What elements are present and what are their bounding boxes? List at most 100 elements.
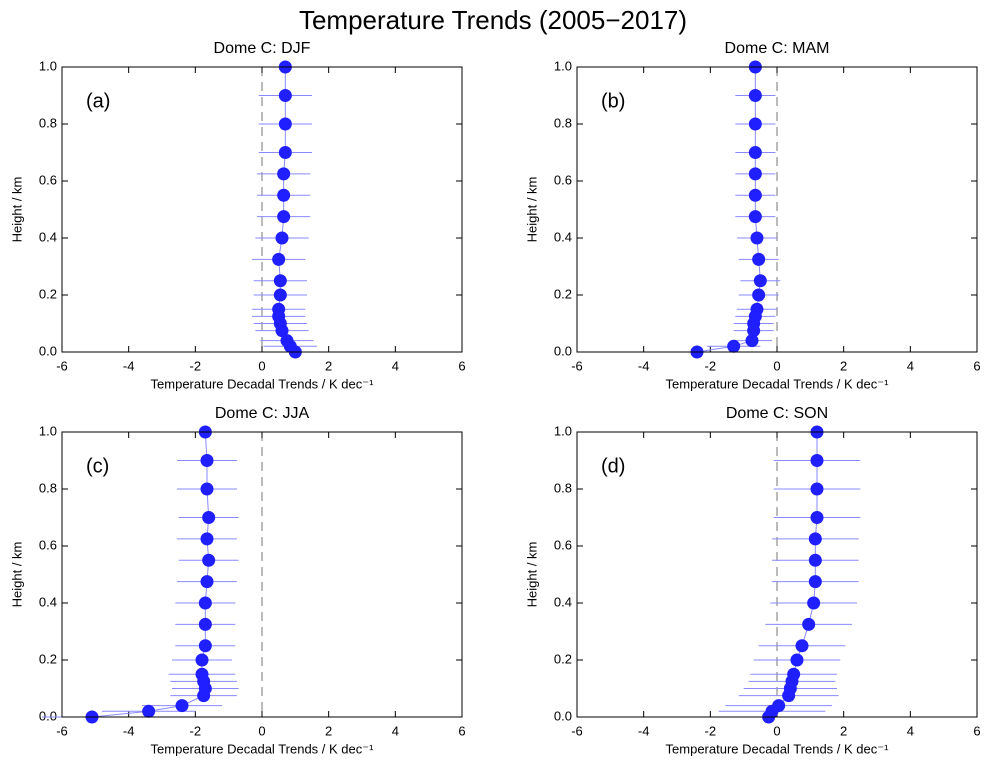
- point: [272, 252, 286, 266]
- point: [753, 274, 767, 288]
- panel-label: (c): [86, 455, 109, 477]
- x-axis-label: Temperature Decadal Trends / K dec⁻¹: [666, 741, 890, 756]
- y-tick-label: 0.0: [554, 343, 572, 358]
- y-tick-label: 0.0: [554, 708, 572, 723]
- point: [748, 117, 762, 131]
- y-tick-label: 0.6: [39, 172, 57, 187]
- x-tick-label: -6: [571, 723, 583, 738]
- y-tick-label: 0.2: [554, 651, 572, 666]
- x-tick-label: 2: [840, 723, 847, 738]
- point: [278, 117, 292, 131]
- point: [175, 699, 189, 713]
- subplot-title: Dome C: MAM: [725, 40, 830, 57]
- x-tick-label: -6: [56, 358, 68, 373]
- y-tick-label: 0.8: [554, 480, 572, 495]
- point: [727, 339, 741, 353]
- x-tick-label: 4: [907, 358, 914, 373]
- point: [202, 553, 216, 567]
- x-tick-label: -2: [705, 358, 717, 373]
- point: [197, 689, 211, 703]
- y-axis-label: Height / km: [9, 542, 24, 608]
- x-tick-label: 2: [325, 723, 332, 738]
- point: [198, 596, 212, 610]
- x-tick-label: 2: [325, 358, 332, 373]
- x-tick-label: 4: [392, 358, 399, 373]
- point: [807, 596, 821, 610]
- point: [200, 454, 214, 467]
- point: [200, 532, 214, 546]
- point: [748, 146, 762, 159]
- panel-label: (d): [601, 455, 625, 477]
- point: [782, 689, 796, 703]
- plot-frame: [61, 66, 463, 353]
- y-tick-label: 0.6: [39, 537, 57, 552]
- point: [750, 231, 764, 245]
- x-tick-label: 6: [458, 723, 465, 738]
- x-axis-label: Temperature Decadal Trends / K dec⁻¹: [151, 376, 375, 391]
- y-tick-label: 0.8: [554, 115, 572, 130]
- point: [142, 704, 156, 718]
- y-tick-label: 0.8: [39, 480, 57, 495]
- point: [810, 454, 824, 467]
- x-tick-label: -4: [123, 723, 135, 738]
- x-tick-label: -2: [705, 723, 717, 738]
- point: [277, 210, 291, 224]
- x-axis-label: Temperature Decadal Trends / K dec⁻¹: [151, 741, 375, 756]
- point: [748, 167, 762, 181]
- point: [745, 334, 759, 348]
- point: [277, 167, 291, 181]
- x-tick-label: 0: [258, 723, 265, 738]
- y-tick-label: 0.6: [554, 172, 572, 187]
- plot-frame: [576, 431, 978, 718]
- y-tick-label: 1.0: [39, 58, 57, 73]
- x-tick-label: -2: [190, 723, 202, 738]
- y-tick-label: 1.0: [554, 423, 572, 438]
- y-tick-label: 0.0: [39, 708, 57, 723]
- subplot-title: Dome C: SON: [726, 405, 828, 422]
- point: [278, 89, 292, 102]
- x-tick-label: 0: [258, 358, 265, 373]
- point: [810, 482, 824, 496]
- x-tick-label: -4: [638, 723, 650, 738]
- point: [748, 89, 762, 102]
- point: [808, 532, 822, 546]
- point: [808, 553, 822, 567]
- y-tick-label: 0.2: [39, 651, 57, 666]
- x-tick-label: 4: [392, 723, 399, 738]
- point: [275, 324, 289, 338]
- y-tick-label: 0.6: [554, 537, 572, 552]
- y-tick-label: 1.0: [39, 423, 57, 438]
- x-tick-label: 6: [458, 358, 465, 373]
- x-tick-label: 0: [773, 723, 780, 738]
- subplot-title: Dome C: DJF: [214, 40, 311, 57]
- y-axis-label: Height / km: [524, 542, 539, 608]
- point: [273, 274, 287, 288]
- y-tick-label: 0.4: [39, 229, 57, 244]
- x-tick-label: 0: [773, 358, 780, 373]
- figure-title: Temperature Trends (2005−2017): [299, 5, 687, 35]
- point: [202, 511, 216, 524]
- point: [752, 288, 766, 302]
- panel-label: (a): [86, 90, 110, 112]
- y-tick-label: 0.2: [39, 286, 57, 301]
- point: [278, 146, 292, 159]
- plot-frame: [576, 66, 978, 353]
- point: [748, 188, 762, 202]
- point: [195, 653, 209, 667]
- point: [198, 639, 212, 653]
- x-tick-label: -6: [56, 723, 68, 738]
- point: [277, 188, 291, 202]
- x-tick-label: -4: [123, 358, 135, 373]
- point: [752, 252, 766, 266]
- x-axis-label: Temperature Decadal Trends / K dec⁻¹: [666, 376, 890, 391]
- point: [200, 482, 214, 496]
- subplot-title: Dome C: JJA: [215, 405, 310, 422]
- x-tick-label: -6: [571, 358, 583, 373]
- y-tick-label: 1.0: [554, 58, 572, 73]
- y-axis-label: Height / km: [9, 177, 24, 243]
- y-tick-label: 0.4: [39, 594, 57, 609]
- x-tick-label: -2: [190, 358, 202, 373]
- point: [790, 653, 804, 667]
- x-tick-label: 6: [973, 358, 980, 373]
